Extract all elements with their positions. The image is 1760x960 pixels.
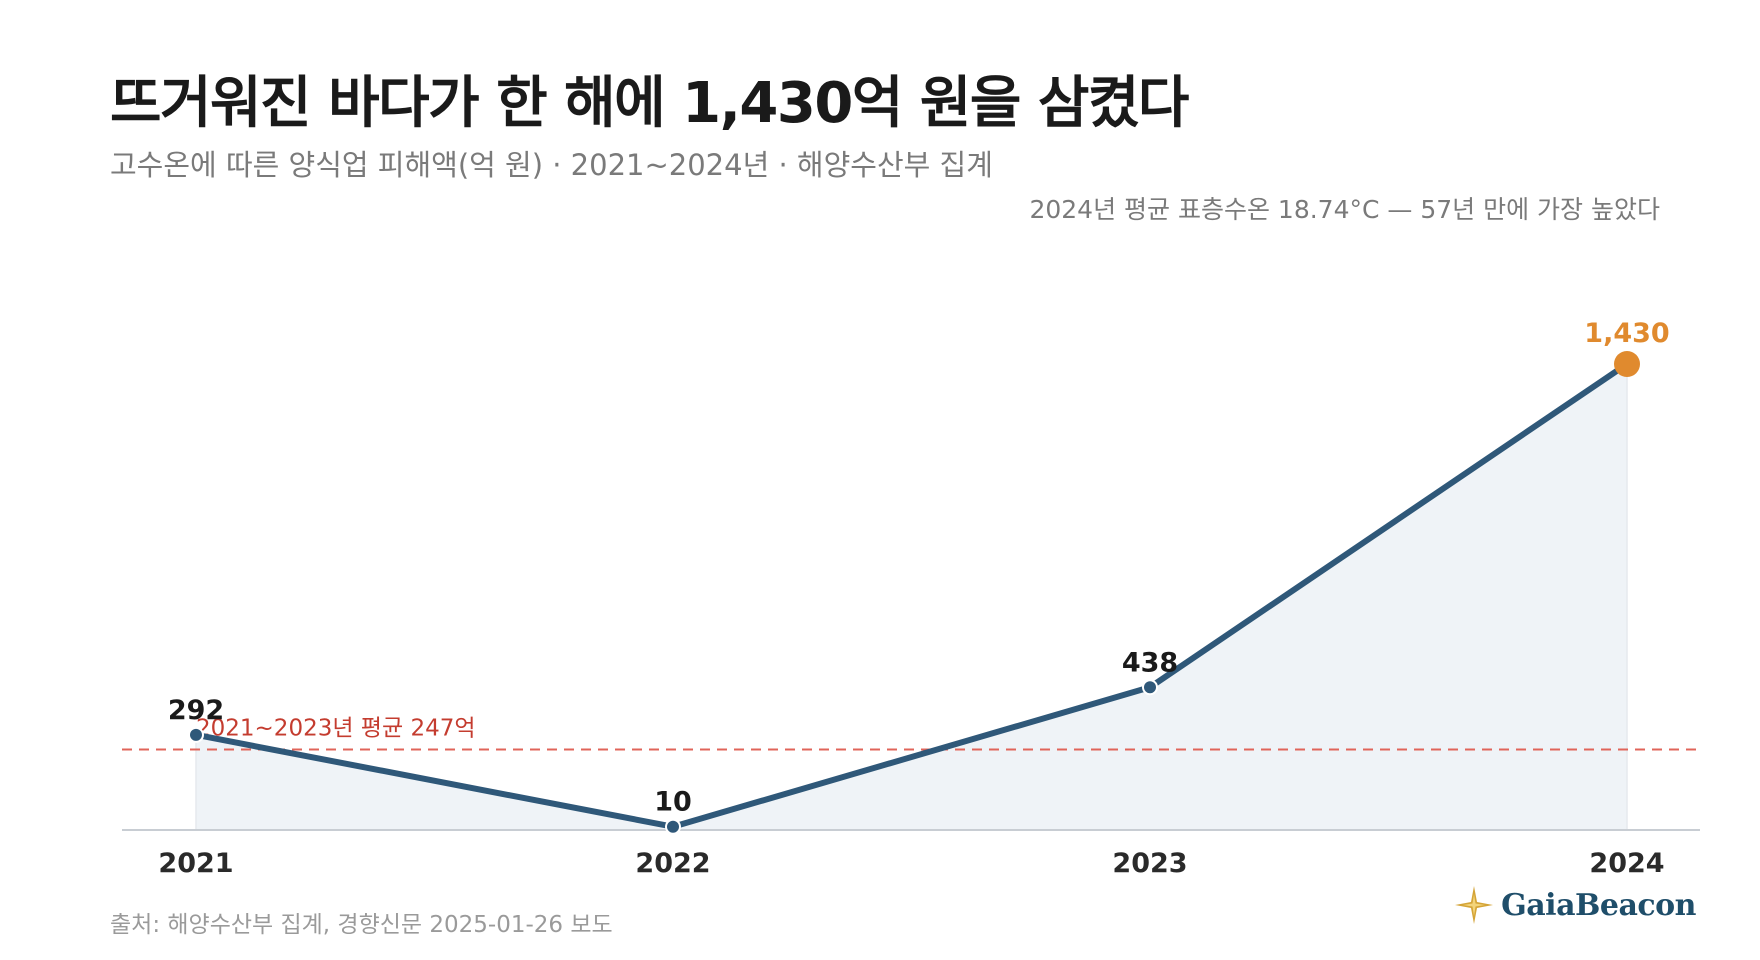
data-point	[665, 818, 681, 835]
compass-star-icon	[1455, 886, 1494, 924]
data-label: 292	[168, 695, 224, 726]
series-line	[193, 361, 1630, 830]
chart-title: 뜨거워진 바다가 한 해에 1,430억 원을 삼켰다	[110, 71, 1189, 136]
data-label: 10	[654, 787, 692, 818]
data-point-highlight	[1614, 351, 1640, 377]
brand-logo: GaiaBeacon	[1453, 884, 1696, 926]
area-fill	[196, 364, 1627, 830]
x-tick-label: 2023	[1112, 848, 1187, 879]
reference-line-label: 2021~2023년 평균 247억	[196, 716, 476, 742]
data-label: 438	[1122, 647, 1178, 678]
chart-annotation-note: 2024년 평균 표층수온 18.74°C — 57년 만에 가장 높았다	[1029, 195, 1660, 224]
x-tick-label: 2024	[1589, 848, 1664, 879]
x-tick-label: 2022	[635, 848, 710, 879]
data-point	[1142, 679, 1158, 696]
data-point	[188, 726, 204, 743]
source-note: 출처: 해양수산부 집계, 경향신문 2025-01-26 보도	[110, 912, 613, 938]
x-tick-label: 2021	[158, 848, 233, 879]
chart-subtitle: 고수온에 따른 양식업 피해액(억 원) · 2021~2024년 · 해양수산…	[110, 148, 993, 182]
data-label: 1,430	[1584, 318, 1669, 349]
brand-logo-text: GaiaBeacon	[1501, 887, 1696, 923]
